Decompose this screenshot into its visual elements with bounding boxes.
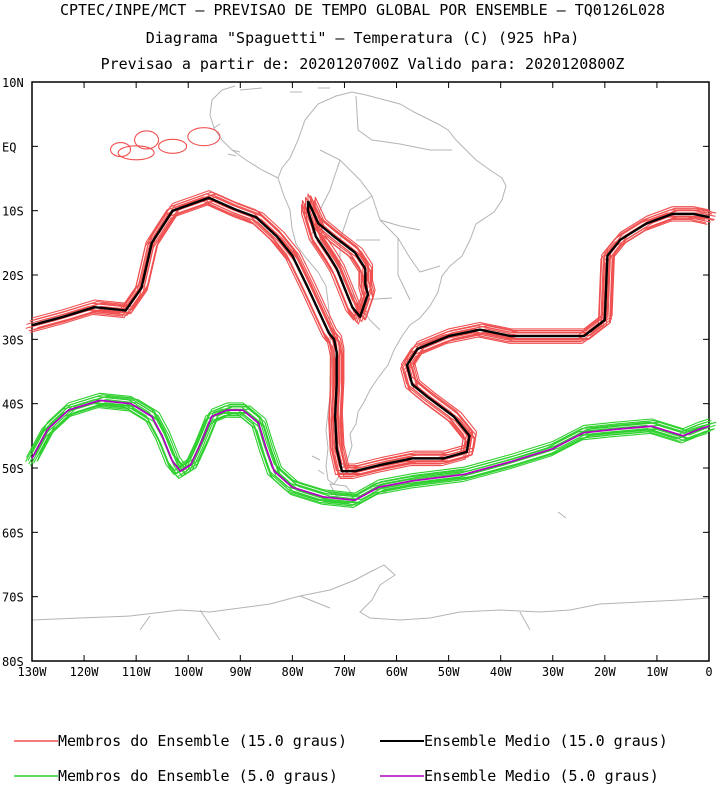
ensemble-mean-line [31,399,710,502]
x-tick-label: 120W [70,665,100,679]
ensemble-member-line [314,196,376,314]
ensemble-member-loop [158,138,188,154]
x-tick-label: 100W [174,665,204,679]
x-tick-label: 80W [282,665,304,679]
chart-axes: 130W 120W 110W 100W 90W 80W 70W 60W 50W 40W 30W 20W… [2,76,713,679]
ensemble-member-loop [134,130,160,150]
chart-title-line-2: Diagrama "Spaguetti" – Temperatura (C) (… [145,29,580,47]
x-tick-label: 10W [646,665,668,679]
ensemble-member-loop [117,145,155,161]
x-tick-label: 0 [705,665,712,679]
ensemble-member-line [313,203,375,320]
ensemble-member-line [31,190,710,465]
ensemble-member-line [27,402,706,504]
ensemble-member-line [29,395,707,497]
x-tick-label: 50W [438,665,460,679]
ensemble-means [31,196,710,502]
ensemble-member-line [309,205,371,323]
x-tick-label: 90W [229,665,251,679]
ensemble-member-line [25,399,704,500]
x-tick-label: 20W [594,665,616,679]
x-tick-label: 30W [542,665,564,679]
y-tick-label: 20S [2,269,24,283]
legend-label: Membros do Ensemble (15.0 graus) [58,732,347,750]
y-tick-label: EQ [2,140,16,154]
legend-label: Membros do Ensemble (5.0 graus) [58,767,338,785]
chart-legend: Membros do Ensemble (15.0 graus) Ensemble… [14,732,668,785]
y-tick-label: 50S [2,462,24,476]
coastline-map [31,85,711,641]
chart-title-line-3: Previsao a partir de: 2020120700Z Valido… [100,55,625,73]
x-tick-label: 60W [386,665,408,679]
y-tick-label: 10N [2,76,24,90]
x-tick-label: 40W [490,665,512,679]
ensemble-members [25,127,717,508]
ensemble-mean-line [31,196,710,473]
ensemble-member-line [33,394,712,496]
ensemble-member-line [30,204,708,479]
plot-frame [31,81,710,662]
ensemble-member-loop [187,127,221,147]
ensemble-member-line [38,395,717,497]
y-tick-label: 30S [2,333,24,347]
ensemble-member-line [39,193,717,468]
ensemble-member-line [31,392,710,494]
y-tick-label: 80S [2,655,24,669]
ensemble-member-line [305,207,367,325]
y-tick-label: 40S [2,398,24,412]
ensemble-member-line [28,405,706,507]
ensemble-member-line [29,407,708,508]
legend-label: Ensemble Medio (5.0 graus) [424,767,659,785]
ensemble-mean-line [306,200,370,318]
y-tick-label: 10S [2,205,24,219]
x-tick-label: 70W [334,665,356,679]
y-tick-label: 60S [2,526,24,540]
legend-label: Ensemble Medio (15.0 graus) [424,732,668,750]
ensemble-member-line [28,202,706,478]
ensemble-member-line [307,193,369,311]
chart-title-line-1: CPTEC/INPE/MCT – PREVISAO DE TEMPO GLOBA… [59,1,666,19]
x-tick-label: 110W [122,665,152,679]
y-tick-label: 70S [2,591,24,605]
x-tick-label: 130W [18,665,48,679]
